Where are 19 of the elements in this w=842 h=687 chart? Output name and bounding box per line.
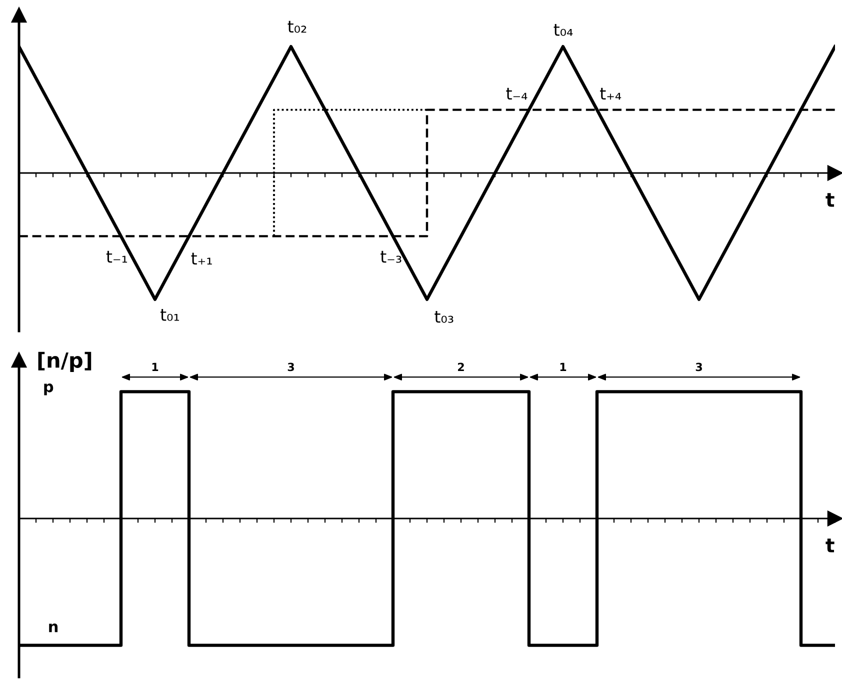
annotation: t₊₄ [600,88,622,100]
text: 1 [560,362,566,371]
text: 3 [696,362,702,372]
text: t₀₂ [288,20,306,33]
annotation: p [44,384,54,396]
x-axis-title: t [826,538,834,552]
y-axis-title: [n/p] [38,352,92,372]
text: t₀₄ [554,24,573,36]
text: 1 [152,362,158,371]
text: 2 [458,362,464,371]
annotation: t₋₃ [380,250,402,263]
text: t₀₃ [434,310,454,323]
annotation: t₋₄ [506,88,528,100]
x-axis-title: t [826,193,834,207]
annotation: t₋₁ [106,250,128,263]
text: t₀₁ [160,309,179,321]
annotation: t₊₁ [191,252,212,265]
annotation: n [49,624,58,632]
text: 3 [288,362,294,372]
